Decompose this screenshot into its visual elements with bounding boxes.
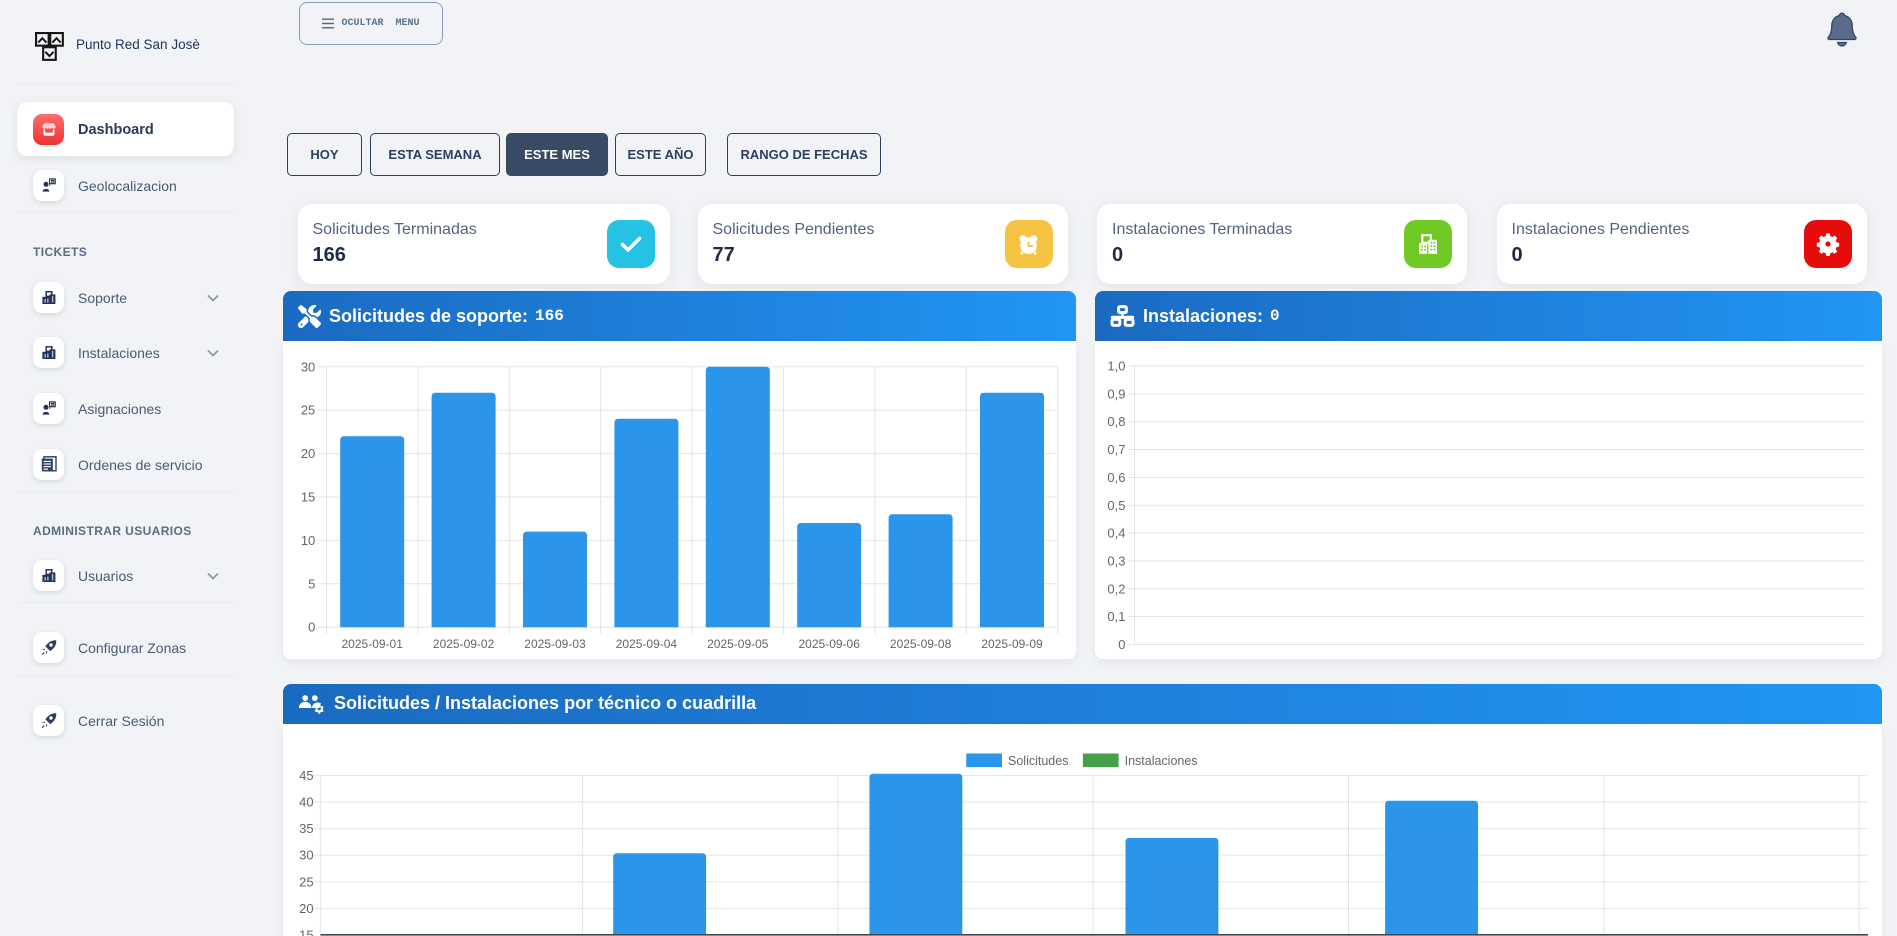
svg-text:0,1: 0,1: [1107, 609, 1125, 624]
svg-text:Instalaciones: Instalaciones: [1125, 753, 1198, 767]
svg-text:40: 40: [299, 794, 313, 809]
svg-text:2025-09-01: 2025-09-01: [342, 637, 404, 651]
svg-text:1,0: 1,0: [1107, 359, 1125, 374]
svg-text:20: 20: [301, 446, 315, 461]
svg-text:0,4: 0,4: [1107, 526, 1125, 541]
svg-text:2025-09-06: 2025-09-06: [799, 637, 861, 651]
svg-text:15: 15: [301, 490, 315, 505]
svg-text:25: 25: [301, 403, 315, 418]
svg-text:15: 15: [299, 927, 313, 936]
svg-text:2025-09-09: 2025-09-09: [981, 637, 1043, 651]
svg-text:0,6: 0,6: [1107, 470, 1125, 485]
svg-text:Solicitudes: Solicitudes: [1008, 753, 1068, 767]
svg-text:0,7: 0,7: [1107, 442, 1125, 457]
svg-text:20: 20: [299, 900, 313, 915]
svg-text:0: 0: [1118, 637, 1125, 652]
svg-text:2025-09-02: 2025-09-02: [433, 637, 495, 651]
svg-text:2025-09-03: 2025-09-03: [524, 637, 586, 651]
svg-text:35: 35: [299, 821, 313, 836]
svg-text:10: 10: [301, 533, 315, 548]
svg-text:0,8: 0,8: [1107, 414, 1125, 429]
svg-text:0,3: 0,3: [1107, 553, 1125, 568]
svg-text:2025-09-05: 2025-09-05: [707, 637, 769, 651]
svg-text:0,5: 0,5: [1107, 498, 1125, 513]
svg-text:5: 5: [308, 576, 315, 591]
svg-text:45: 45: [299, 767, 313, 782]
svg-text:30: 30: [299, 847, 313, 862]
svg-text:2025-09-08: 2025-09-08: [890, 637, 952, 651]
svg-text:2025-09-04: 2025-09-04: [616, 637, 678, 651]
svg-text:0,2: 0,2: [1107, 581, 1125, 596]
svg-text:0: 0: [308, 620, 315, 635]
svg-text:0,9: 0,9: [1107, 386, 1125, 401]
svg-text:30: 30: [301, 359, 315, 374]
svg-text:25: 25: [299, 874, 313, 889]
